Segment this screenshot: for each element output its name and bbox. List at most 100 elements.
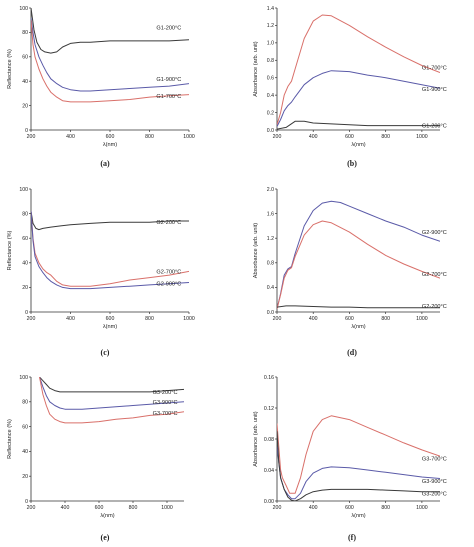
x-tick-label: 400: [309, 505, 318, 511]
x-tick-label: 400: [66, 134, 75, 140]
y-tick-label: 40: [22, 261, 28, 267]
y-tick-label: 0.08: [264, 437, 274, 443]
series-line: [31, 17, 189, 92]
x-tick-label: 200: [27, 316, 36, 322]
x-tick-label: 600: [345, 316, 354, 322]
series-group: [277, 415, 440, 501]
series-line: [277, 415, 440, 494]
x-axis-label: λ(nm): [103, 142, 117, 148]
series-line: [31, 20, 189, 103]
y-tick-label: 60: [22, 55, 28, 61]
series-label: G3-700°C: [422, 456, 447, 462]
x-tick-label: 200: [27, 134, 36, 140]
y-tick-label: 0.04: [264, 468, 274, 474]
x-tick-label: 800: [145, 134, 154, 140]
series-label: G2-700°C: [422, 272, 447, 278]
series-line: [277, 120, 440, 130]
axis-frame: [276, 189, 440, 313]
chart-panel: 0.00 0.04 0.08 0.12 0.16 200 400 600 800 1000 λ(nm…: [253, 375, 447, 542]
panel-label: (c): [101, 348, 110, 357]
series-label: G1-900°C: [156, 77, 181, 83]
x-tick-label: 1000: [416, 505, 428, 511]
y-tick-label: 60: [22, 424, 28, 430]
series-group: [277, 14, 440, 130]
x-tick-label: 400: [66, 316, 75, 322]
x-axis-label: λ(nm): [100, 513, 114, 519]
x-tick-label: 1000: [416, 316, 428, 322]
panel-label: (f): [348, 533, 356, 542]
series-label: G2-700°C: [156, 269, 181, 275]
x-tick-label: 200: [273, 505, 282, 511]
y-tick-label: 0.0: [267, 310, 274, 316]
y-tick-label: 1.6: [267, 211, 274, 217]
y-tick-label: 20: [22, 285, 28, 291]
x-tick-label: 800: [381, 316, 390, 322]
y-tick-label: 80: [22, 400, 28, 406]
y-tick-label: 100: [19, 375, 28, 381]
chart-panel: 0 20 40 60 80 100 200 400 600 800 1000 λ(nm) Reflect…: [7, 375, 184, 542]
series-label: G1-900°C: [422, 87, 447, 93]
series-label: G3-200°C: [422, 491, 447, 497]
y-tick-label: 20: [22, 474, 28, 480]
series-line: [277, 14, 440, 125]
y-tick-label: 0: [25, 310, 28, 316]
y-tick-label: 80: [22, 211, 28, 217]
series-label: G3-900°C: [153, 400, 178, 406]
y-tick-label: 0.6: [267, 76, 274, 82]
x-tick-label: 400: [61, 505, 70, 511]
series-label: G2-200°C: [422, 304, 447, 310]
y-tick-label: 20: [22, 103, 28, 109]
y-tick-label: 0.8: [267, 261, 274, 267]
y-tick-label: 0.12: [264, 406, 274, 412]
y-tick-label: 1.0: [267, 41, 274, 47]
series-label: G1-700°C: [422, 65, 447, 71]
series-line: [39, 377, 184, 410]
series-label: G3-900°C: [422, 479, 447, 485]
y-axis-label: Reflectance (%): [7, 230, 13, 270]
chart-panel: 0 20 40 60 80 100 200 400 600 800 1000 λ(nm) Reflect…: [7, 6, 195, 168]
y-axis-label: Reflectance (%): [7, 49, 13, 89]
x-tick-label: 1000: [161, 505, 173, 511]
series-line: [39, 377, 184, 393]
y-axis-label: Absorbance (arb. unit): [253, 411, 259, 466]
series-label: G2-200°C: [156, 220, 181, 226]
series-line: [277, 305, 440, 309]
panel-label: (e): [101, 533, 110, 542]
y-tick-label: 1.4: [267, 6, 274, 12]
panel-label: (d): [347, 348, 357, 357]
series-group: [31, 8, 189, 103]
axis-frame: [276, 377, 440, 502]
x-tick-label: 800: [145, 316, 154, 322]
x-axis-label: λ(nm): [351, 513, 365, 519]
x-tick-label: 200: [273, 316, 282, 322]
y-tick-label: 1.2: [267, 236, 274, 242]
y-axis-label: Absorbance (arb. unit): [253, 223, 259, 278]
panel-label: (a): [100, 159, 110, 168]
x-axis-label: λ(nm): [103, 324, 117, 330]
x-tick-label: 1000: [183, 134, 195, 140]
series-line: [39, 377, 184, 424]
y-tick-label: 0.2: [267, 110, 274, 116]
series-group: [277, 200, 440, 310]
x-tick-label: 800: [381, 505, 390, 511]
y-tick-label: 0: [25, 128, 28, 134]
y-tick-label: 0.4: [267, 93, 274, 99]
x-tick-label: 400: [309, 316, 318, 322]
x-tick-label: 600: [95, 505, 104, 511]
y-tick-label: 60: [22, 236, 28, 242]
x-tick-label: 800: [381, 134, 390, 140]
y-tick-label: 80: [22, 30, 28, 36]
x-tick-label: 600: [345, 505, 354, 511]
series-label: G1-200°C: [422, 124, 447, 130]
y-tick-label: 0.4: [267, 285, 274, 291]
x-tick-label: 600: [106, 134, 115, 140]
chart-panel: 0 20 40 60 80 100 200 400 600 800 1000 λ(nm) Reflect…: [7, 187, 195, 357]
series-label: G1-700°C: [156, 94, 181, 100]
x-tick-label: 200: [27, 505, 36, 511]
x-tick-label: 600: [106, 316, 115, 322]
x-tick-label: 800: [129, 505, 138, 511]
axis-frame: [276, 8, 440, 131]
x-tick-label: 400: [309, 134, 318, 140]
y-tick-label: 40: [22, 449, 28, 455]
y-axis-label: Absorbance (arb. unit): [253, 41, 259, 96]
